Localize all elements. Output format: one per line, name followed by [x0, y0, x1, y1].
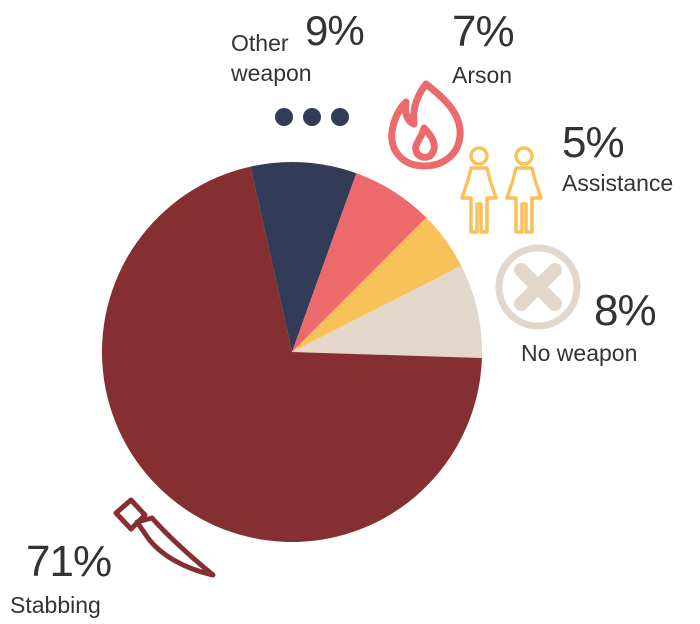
value-assistance: 5% [562, 118, 625, 167]
value-no-weapon: 8% [594, 286, 657, 335]
pie-slice-no-weapon [292, 265, 483, 358]
label-stabbing: Stabbing [10, 592, 101, 618]
flame-icon [388, 80, 464, 170]
two-people-icon [460, 146, 543, 234]
label-other-line2: weapon [231, 60, 312, 86]
value-arson: 7% [452, 7, 515, 56]
pie-slice-stabbing [102, 166, 482, 543]
pie-slice-assistance [292, 217, 462, 352]
ellipsis-dots-icon [275, 108, 349, 126]
label-assistance: Assistance [562, 170, 674, 196]
label-other-line1: Other [231, 30, 289, 56]
cross-circle-icon [495, 244, 581, 330]
label-arson: Arson [452, 62, 513, 88]
pie-slice-other-weapon [250, 162, 357, 352]
label-no-weapon: No weapon [521, 340, 638, 366]
knife-icon [113, 497, 216, 578]
value-stabbing: 71% [26, 537, 112, 586]
value-other-weapon: 9% [305, 7, 365, 54]
pie-slice-arson [292, 173, 427, 352]
